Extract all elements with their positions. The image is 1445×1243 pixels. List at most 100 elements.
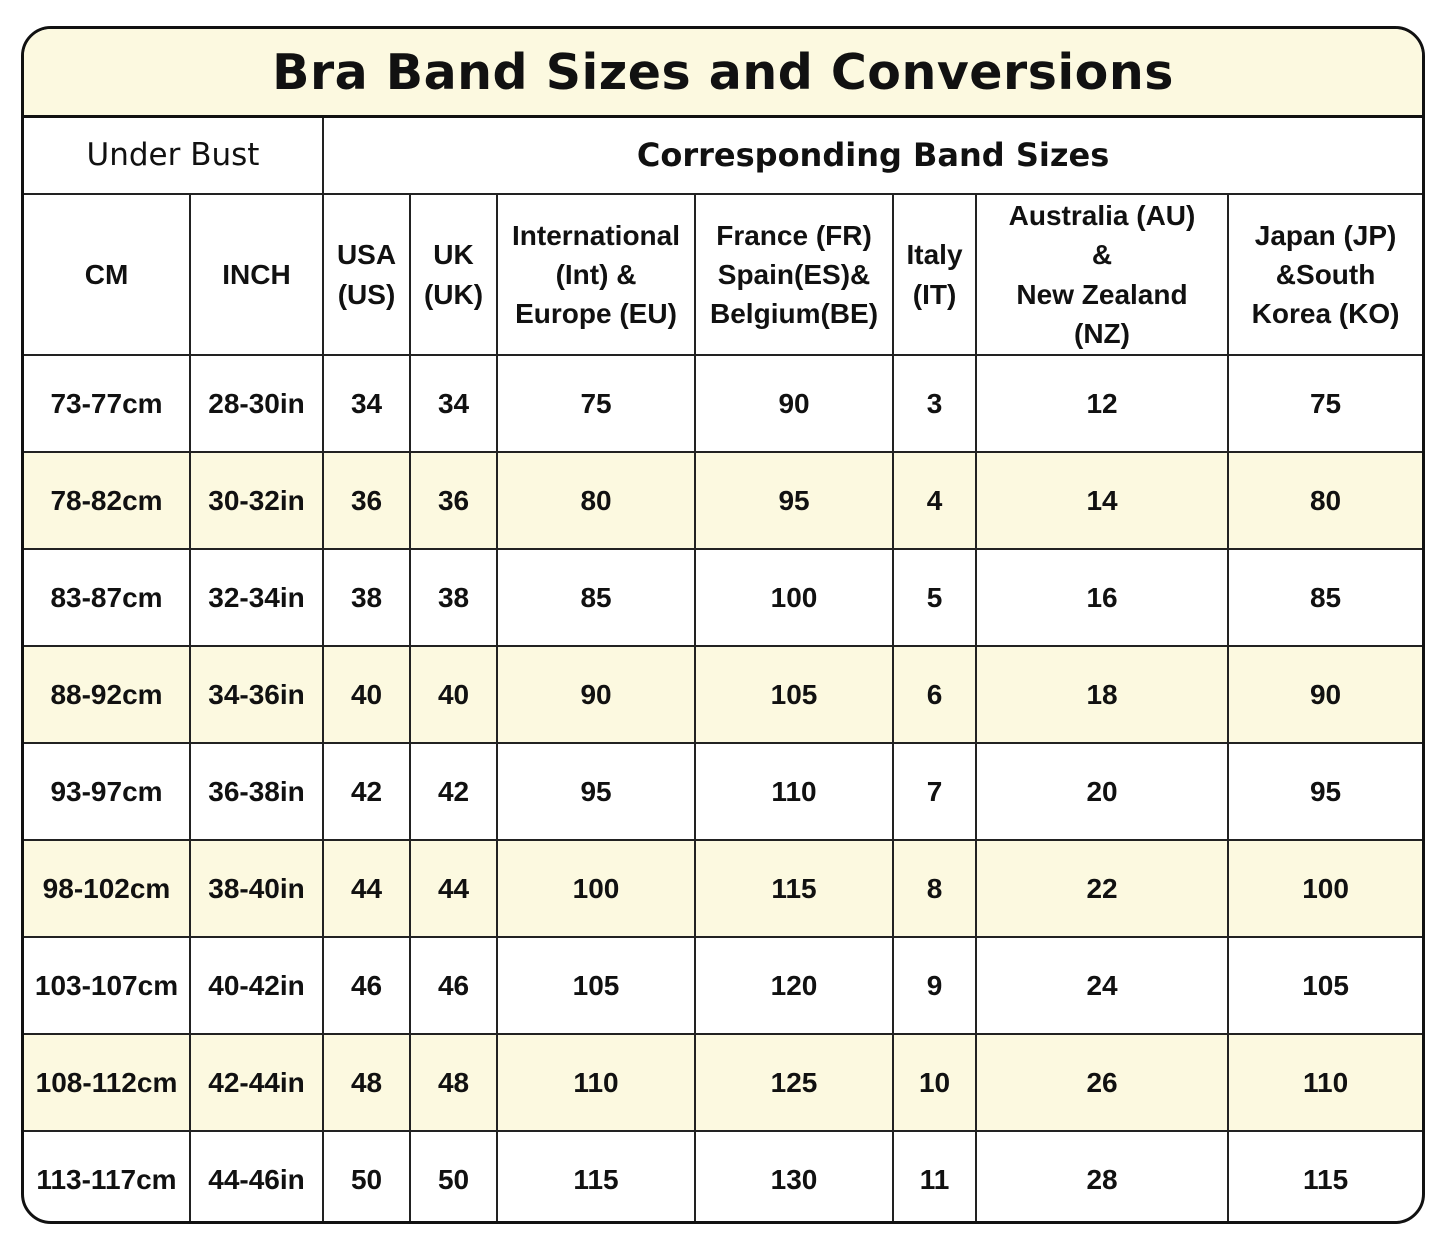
cell-international-eu: 110: [496, 1033, 697, 1132]
cell-usa: 44: [322, 839, 412, 938]
column-header-line: (NZ): [1074, 317, 1130, 349]
cell-inch: 32-34in: [188, 548, 325, 647]
column-header-line: New Zealand: [1016, 278, 1188, 310]
cell-inch: 28-30in: [188, 354, 325, 453]
cell-australia-new-zealand: 12: [975, 354, 1230, 453]
cell-usa: 34: [322, 354, 412, 453]
cell-france-spain-belgium: 115: [694, 839, 895, 938]
cell-inch: 44-46in: [188, 1130, 325, 1221]
column-header-france-spain-belgium: France (FR) Spain(ES)& Belgium(BE): [694, 193, 895, 356]
cell-inch: 42-44in: [188, 1033, 325, 1132]
cell-cm: 113-117cm: [24, 1130, 191, 1221]
cell-international-eu: 75: [496, 354, 697, 453]
cell-australia-new-zealand: 18: [975, 645, 1230, 744]
cell-cm: 73-77cm: [24, 354, 191, 453]
cell-italy: 4: [892, 451, 978, 550]
cell-international-eu: 100: [496, 839, 697, 938]
column-header-line: Italy: [906, 239, 963, 271]
cell-cm: 78-82cm: [24, 451, 191, 550]
cell-international-eu: 80: [496, 451, 697, 550]
cell-italy: 10: [892, 1033, 978, 1132]
cell-international-eu: 85: [496, 548, 697, 647]
column-header-italy: Italy (IT): [892, 193, 978, 356]
cell-usa: 36: [322, 451, 412, 550]
cell-france-spain-belgium: 90: [694, 354, 895, 453]
cell-usa: 48: [322, 1033, 412, 1132]
cell-france-spain-belgium: 125: [694, 1033, 895, 1132]
group-header-row: Under Bust Corresponding Band Sizes: [24, 118, 1422, 195]
under-bust-header: Under Bust: [24, 118, 325, 195]
cell-italy: 9: [892, 936, 978, 1035]
cell-inch: 30-32in: [188, 451, 325, 550]
cell-usa: 40: [322, 645, 412, 744]
column-header-inch: INCH: [188, 193, 325, 356]
column-header-australia-new-zealand: Australia (AU) & New Zealand (NZ): [975, 193, 1230, 356]
column-header-cm: CM: [24, 193, 191, 356]
table-row: 88-92cm 34-36in 40 40 90 105 6 18 90: [24, 645, 1422, 744]
cell-uk: 46: [409, 936, 499, 1035]
table-row: 108-112cm 42-44in 48 48 110 125 10 26 110: [24, 1033, 1422, 1132]
column-header-usa: USA (US): [322, 193, 412, 356]
cell-france-spain-belgium: 110: [694, 742, 895, 841]
cell-australia-new-zealand: 14: [975, 451, 1230, 550]
column-header-line: &: [1091, 239, 1113, 271]
cell-uk: 36: [409, 451, 499, 550]
cell-usa: 38: [322, 548, 412, 647]
cell-uk: 40: [409, 645, 499, 744]
cell-australia-new-zealand: 22: [975, 839, 1230, 938]
column-header-line: (Int) &: [555, 258, 637, 290]
page-title: Bra Band Sizes and Conversions: [272, 43, 1174, 101]
size-table: Under Bust Corresponding Band Sizes CM IN…: [24, 118, 1422, 1221]
title-bar: Bra Band Sizes and Conversions: [24, 29, 1422, 118]
cell-usa: 46: [322, 936, 412, 1035]
cell-australia-new-zealand: 16: [975, 548, 1230, 647]
cell-italy: 8: [892, 839, 978, 938]
cell-uk: 38: [409, 548, 499, 647]
cell-international-eu: 95: [496, 742, 697, 841]
cell-japan-south-korea: 105: [1227, 936, 1422, 1035]
column-header-line: INCH: [222, 258, 291, 290]
column-header-japan-south-korea: Japan (JP) &South Korea (KO): [1227, 193, 1422, 356]
cell-inch: 38-40in: [188, 839, 325, 938]
cell-cm: 88-92cm: [24, 645, 191, 744]
cell-cm: 93-97cm: [24, 742, 191, 841]
column-header-line: &South: [1275, 258, 1376, 290]
cell-italy: 7: [892, 742, 978, 841]
cell-japan-south-korea: 100: [1227, 839, 1422, 938]
cell-france-spain-belgium: 120: [694, 936, 895, 1035]
cell-cm: 103-107cm: [24, 936, 191, 1035]
cell-uk: 50: [409, 1130, 499, 1221]
cell-uk: 42: [409, 742, 499, 841]
column-header-line: (US): [337, 278, 396, 310]
cell-france-spain-belgium: 105: [694, 645, 895, 744]
cell-japan-south-korea: 85: [1227, 548, 1422, 647]
cell-cm: 98-102cm: [24, 839, 191, 938]
cell-australia-new-zealand: 26: [975, 1033, 1230, 1132]
cell-australia-new-zealand: 24: [975, 936, 1230, 1035]
column-header-line: USA: [336, 239, 397, 271]
cell-international-eu: 90: [496, 645, 697, 744]
cell-uk: 34: [409, 354, 499, 453]
cell-uk: 48: [409, 1033, 499, 1132]
column-header-line: Europe (EU): [515, 298, 677, 330]
column-header-line: Spain(ES)&: [717, 258, 871, 290]
cell-italy: 5: [892, 548, 978, 647]
column-header-line: France (FR): [716, 219, 872, 251]
cell-italy: 11: [892, 1130, 978, 1221]
corresponding-band-sizes-header: Corresponding Band Sizes: [322, 118, 1422, 195]
cell-italy: 3: [892, 354, 978, 453]
column-header-line: Australia (AU): [1008, 200, 1196, 232]
cell-italy: 6: [892, 645, 978, 744]
table-row: 78-82cm 30-32in 36 36 80 95 4 14 80: [24, 451, 1422, 550]
cell-japan-south-korea: 95: [1227, 742, 1422, 841]
cell-france-spain-belgium: 130: [694, 1130, 895, 1221]
cell-australia-new-zealand: 28: [975, 1130, 1230, 1221]
table-row: 93-97cm 36-38in 42 42 95 110 7 20 95: [24, 742, 1422, 841]
cell-japan-south-korea: 80: [1227, 451, 1422, 550]
cell-cm: 83-87cm: [24, 548, 191, 647]
cell-inch: 34-36in: [188, 645, 325, 744]
cell-international-eu: 115: [496, 1130, 697, 1221]
table-row: 98-102cm 38-40in 44 44 100 115 8 22 100: [24, 839, 1422, 938]
cell-australia-new-zealand: 20: [975, 742, 1230, 841]
cell-usa: 50: [322, 1130, 412, 1221]
